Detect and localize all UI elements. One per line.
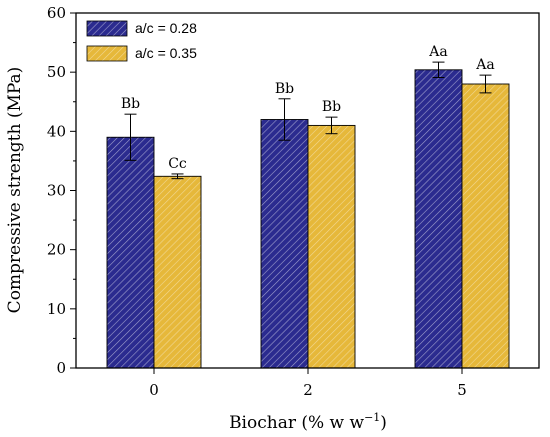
legend: a/c = 0.28 a/c = 0.35: [86, 20, 197, 62]
legend-label-series-0: a/c = 0.28: [135, 20, 197, 36]
y-axis-title: Compressive strength (MPa): [5, 67, 25, 314]
bar-0-2: [414, 69, 463, 369]
bars-layer: Bb Bb Aa Cc Bb Aa: [106, 44, 510, 369]
legend-swatch-series-1: [86, 45, 128, 62]
y-tick-label: 10: [47, 300, 66, 318]
y-tick-label: 60: [47, 4, 66, 22]
x-axis-title-main: Biochar (% w w: [229, 413, 364, 433]
plot-frame: [75, 12, 540, 369]
x-tick-label: 2: [303, 381, 313, 399]
y-tick-label: 0: [56, 359, 66, 377]
bar-1-0: [153, 175, 202, 369]
bar-significance-label-1-2: Aa: [475, 57, 494, 73]
bar-significance-label-0-0: Bb: [121, 96, 140, 112]
bar-1-2: [461, 83, 510, 369]
ticks-layer: 0 10 20 30 40 50 60 0 2 5: [47, 4, 467, 399]
bar-significance-label-1-1: Bb: [322, 99, 341, 115]
x-tick-label: 0: [149, 381, 159, 399]
bar-0-0: [106, 136, 155, 369]
bar-0-1: [260, 119, 309, 369]
x-axis-title-suffix: ): [380, 413, 387, 433]
x-axis-title-superscript: −1: [364, 411, 380, 424]
y-tick-label: 50: [47, 63, 66, 81]
y-tick-label: 30: [47, 182, 66, 200]
bar-significance-label-0-1: Bb: [275, 81, 294, 97]
y-tick-label: 40: [47, 122, 66, 140]
bar-1-1: [307, 124, 356, 369]
legend-swatch-series-0: [86, 20, 128, 37]
x-axis-title: Biochar (% w w−1): [229, 411, 387, 433]
bar-significance-label-1-0: Cc: [168, 156, 187, 172]
x-tick-label: 5: [457, 381, 467, 399]
bar-significance-label-0-2: Aa: [428, 44, 447, 60]
legend-label-series-1: a/c = 0.35: [135, 45, 197, 61]
y-tick-label: 20: [47, 241, 66, 259]
